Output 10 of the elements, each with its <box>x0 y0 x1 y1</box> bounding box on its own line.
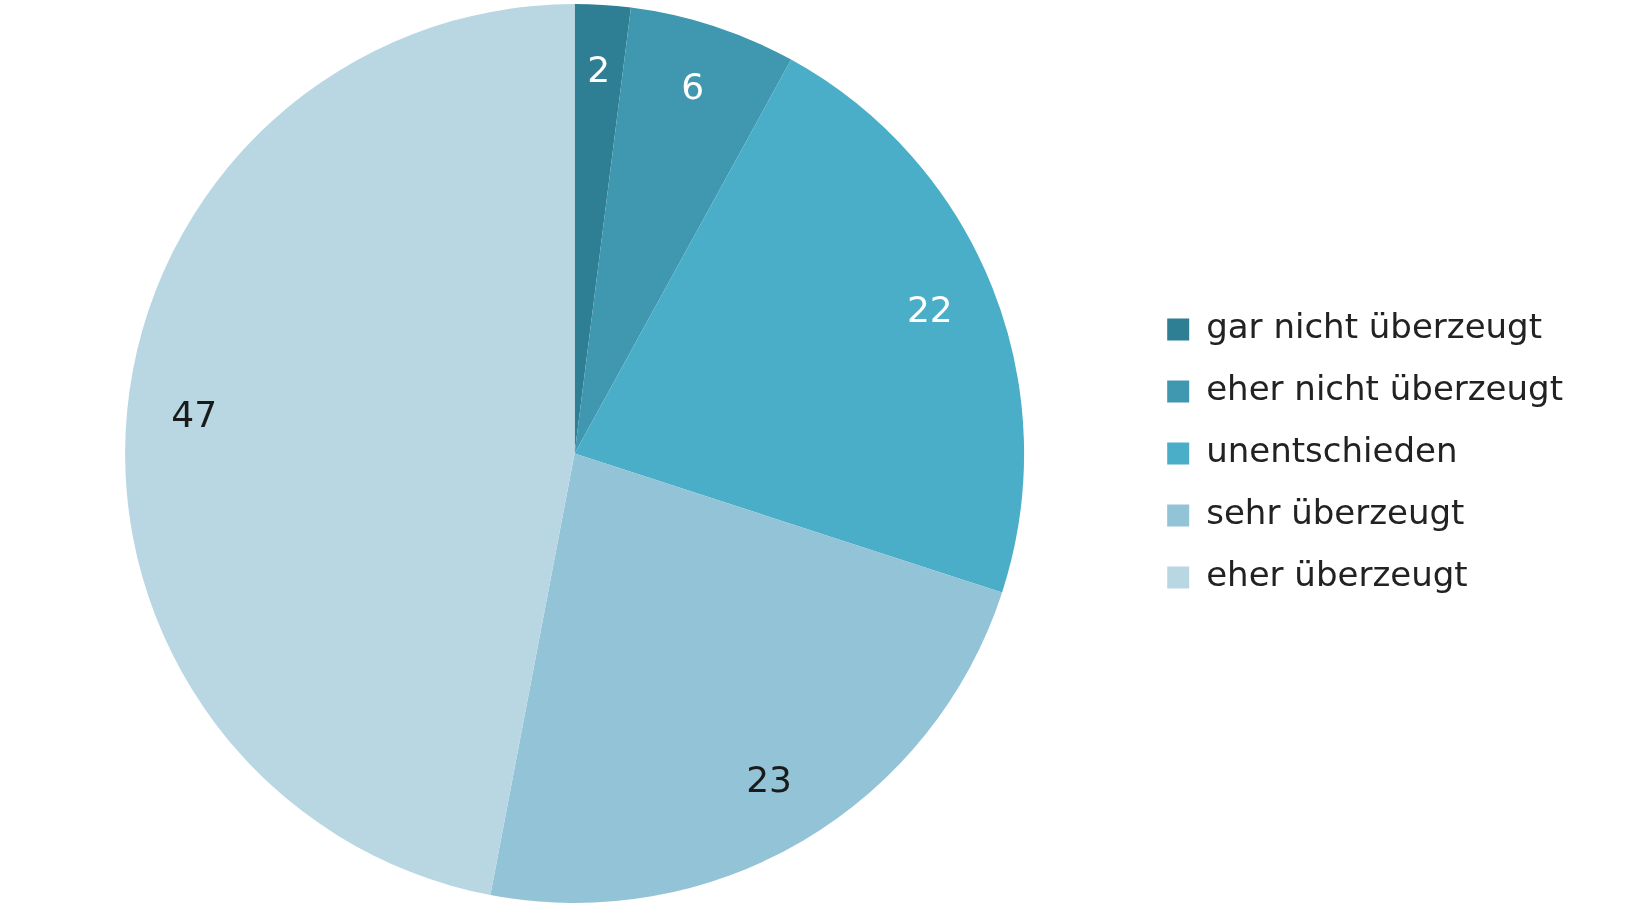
data-label: 2 <box>587 48 611 90</box>
legend-label: sehr überzeugt <box>1206 492 1465 533</box>
legend-label: eher nicht überzeugt <box>1206 368 1564 409</box>
legend-label: unentschieden <box>1206 430 1458 471</box>
data-label: 47 <box>171 393 218 435</box>
data-label: 6 <box>681 66 705 108</box>
legend-label: gar nicht überzeugt <box>1206 306 1543 347</box>
legend-label: eher überzeugt <box>1206 554 1468 595</box>
data-label: 22 <box>906 289 953 331</box>
data-label: 23 <box>746 758 792 800</box>
